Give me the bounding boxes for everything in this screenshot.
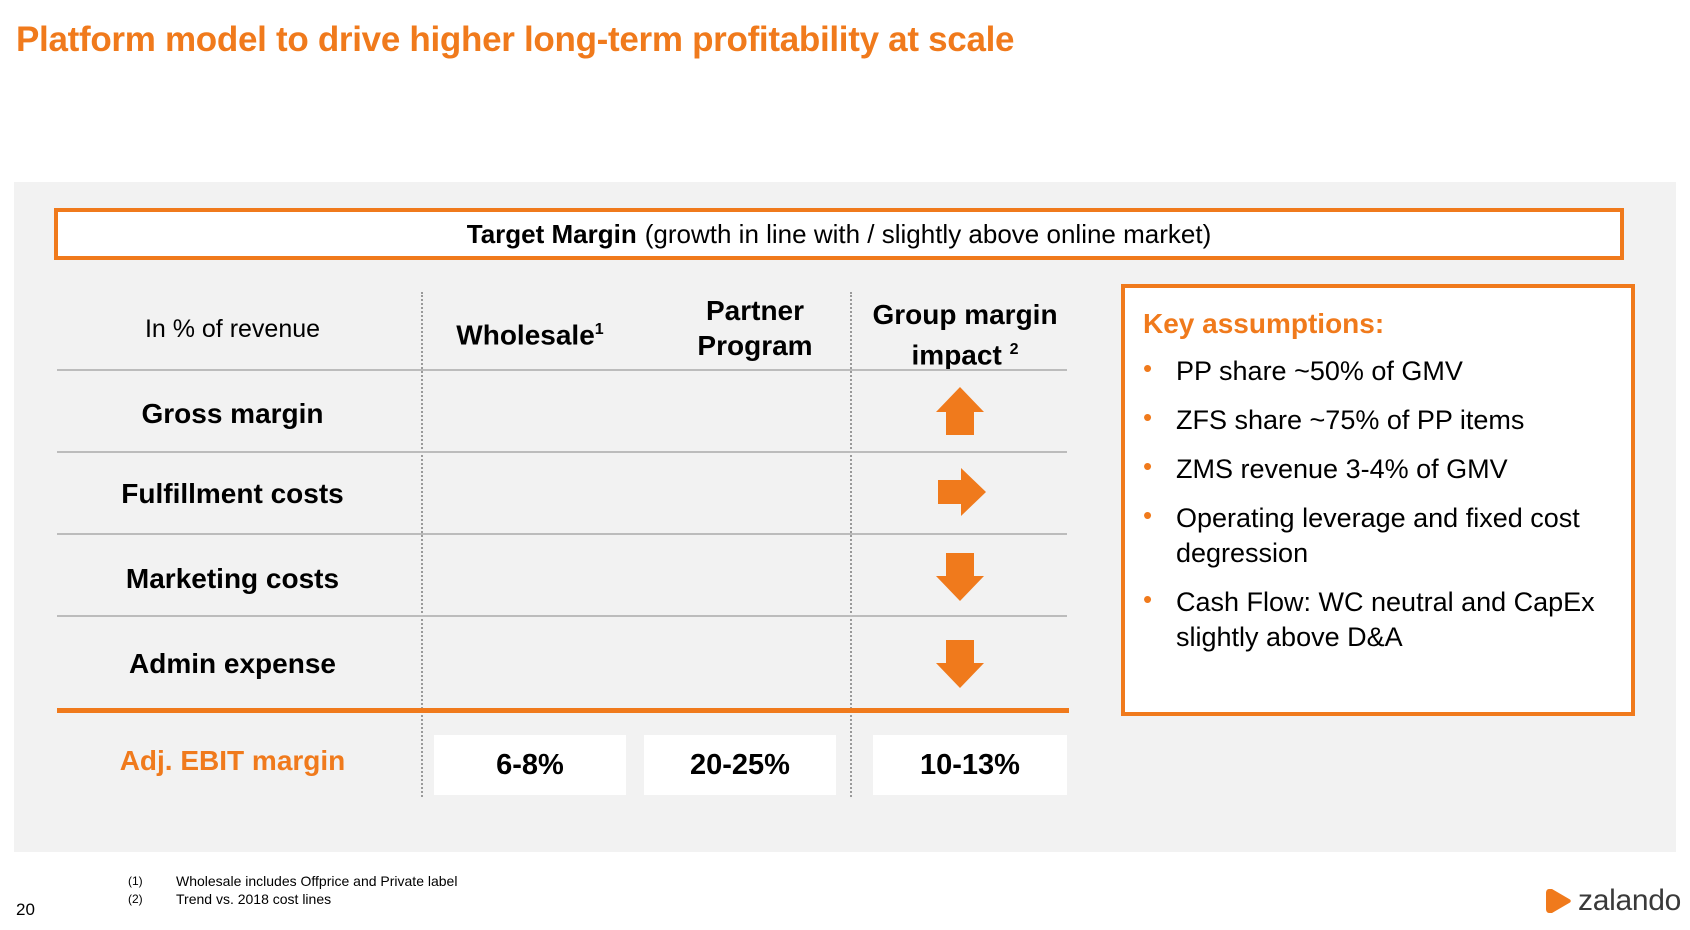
key-assumptions-list: • PP share ~50% of GMV • ZFS share ~75% of… (1143, 353, 1623, 669)
assumption-text: Cash Flow: WC neutral and CapEx slightly… (1176, 587, 1595, 652)
footnote: (2) Trend vs. 2018 cost lines (128, 890, 457, 908)
row-divider (57, 451, 1067, 453)
key-assumptions-title: Key assumptions: (1143, 308, 1385, 339)
arrow-right-icon (938, 468, 986, 516)
header-group-margin-impact: Group margin impact 2 (860, 297, 1070, 372)
assumption-text: PP share ~50% of GMV (1176, 356, 1463, 386)
zalando-logo-text: zalando (1578, 884, 1681, 917)
footnote-ref-2: 2 (1009, 341, 1019, 358)
list-item: • ZMS revenue 3-4% of GMV (1143, 451, 1623, 487)
assumption-text: ZFS share ~75% of PP items (1176, 405, 1525, 435)
column-divider (850, 292, 852, 797)
footnote-number: (2) (128, 892, 143, 906)
header-group-margin-line1: Group margin (872, 299, 1058, 330)
footnote-number: (1) (128, 874, 143, 888)
footnote-ref-1: 1 (594, 321, 604, 338)
ebit-divider (57, 708, 1069, 713)
row-label-gross-margin: Gross margin (141, 398, 324, 429)
bullet-icon: • (1143, 500, 1153, 530)
row-label-marketing-costs: Marketing costs (125, 563, 340, 594)
row-label-adj-ebit-margin: Adj. EBIT margin (119, 745, 346, 776)
ebit-value-wholesale: 6-8% (434, 735, 626, 795)
footnote: (1) Wholesale includes Offprice and Priv… (128, 872, 457, 890)
zalando-logo: zalando (1543, 884, 1681, 918)
row-divider (57, 369, 1067, 371)
footnote-text: Trend vs. 2018 cost lines (176, 891, 332, 907)
target-margin-banner: Target Margin (growth in line with / sli… (54, 208, 1624, 260)
header-in-percent-revenue: In % of revenue (144, 315, 321, 343)
ebit-value-group: 10-13% (873, 735, 1067, 795)
row-divider (57, 615, 1067, 617)
arrow-up-icon (936, 387, 984, 435)
page-title: Platform model to drive higher long-term… (16, 20, 1015, 59)
header-partner-program-line2: Program (697, 330, 813, 361)
header-wholesale-label: Wholesale (456, 319, 595, 351)
bullet-icon: • (1143, 402, 1153, 432)
list-item: • ZFS share ~75% of PP items (1143, 402, 1623, 438)
list-item: • Cash Flow: WC neutral and CapEx slightl… (1143, 584, 1623, 655)
footnotes: (1) Wholesale includes Offprice and Priv… (128, 872, 457, 908)
header-partner-program-line1: Partner (705, 295, 805, 326)
arrow-down-icon (936, 640, 984, 688)
target-margin-label: Target Margin (466, 218, 637, 249)
bullet-icon: • (1143, 451, 1153, 481)
header-group-margin-line2: impact (911, 339, 1002, 371)
row-label-fulfillment-costs: Fulfillment costs (121, 478, 344, 509)
key-assumptions-box: Key assumptions: • PP share ~50% of GMV •… (1121, 284, 1635, 716)
header-partner-program: Partner Program (655, 293, 855, 363)
list-item: • PP share ~50% of GMV (1143, 353, 1623, 389)
page-number: 20 (16, 900, 35, 919)
list-item: • Operating leverage and fixed cost degre… (1143, 500, 1623, 571)
target-margin-note: (growth in line with / slightly above on… (644, 218, 1212, 249)
assumption-text: Operating leverage and fixed cost degres… (1176, 503, 1580, 568)
ebit-value-partner-program: 20-25% (644, 735, 836, 795)
row-label-admin-expense: Admin expense (129, 648, 336, 679)
arrow-down-icon (936, 553, 984, 601)
footnote-text: Wholesale includes Offprice and Private … (176, 873, 458, 889)
bullet-icon: • (1143, 353, 1153, 383)
zalando-logo-icon (1546, 889, 1571, 913)
assumption-text: ZMS revenue 3-4% of GMV (1176, 454, 1508, 484)
column-divider (421, 292, 423, 797)
row-divider (57, 533, 1067, 535)
bullet-icon: • (1143, 584, 1153, 614)
header-wholesale: Wholesale1 (425, 312, 635, 352)
